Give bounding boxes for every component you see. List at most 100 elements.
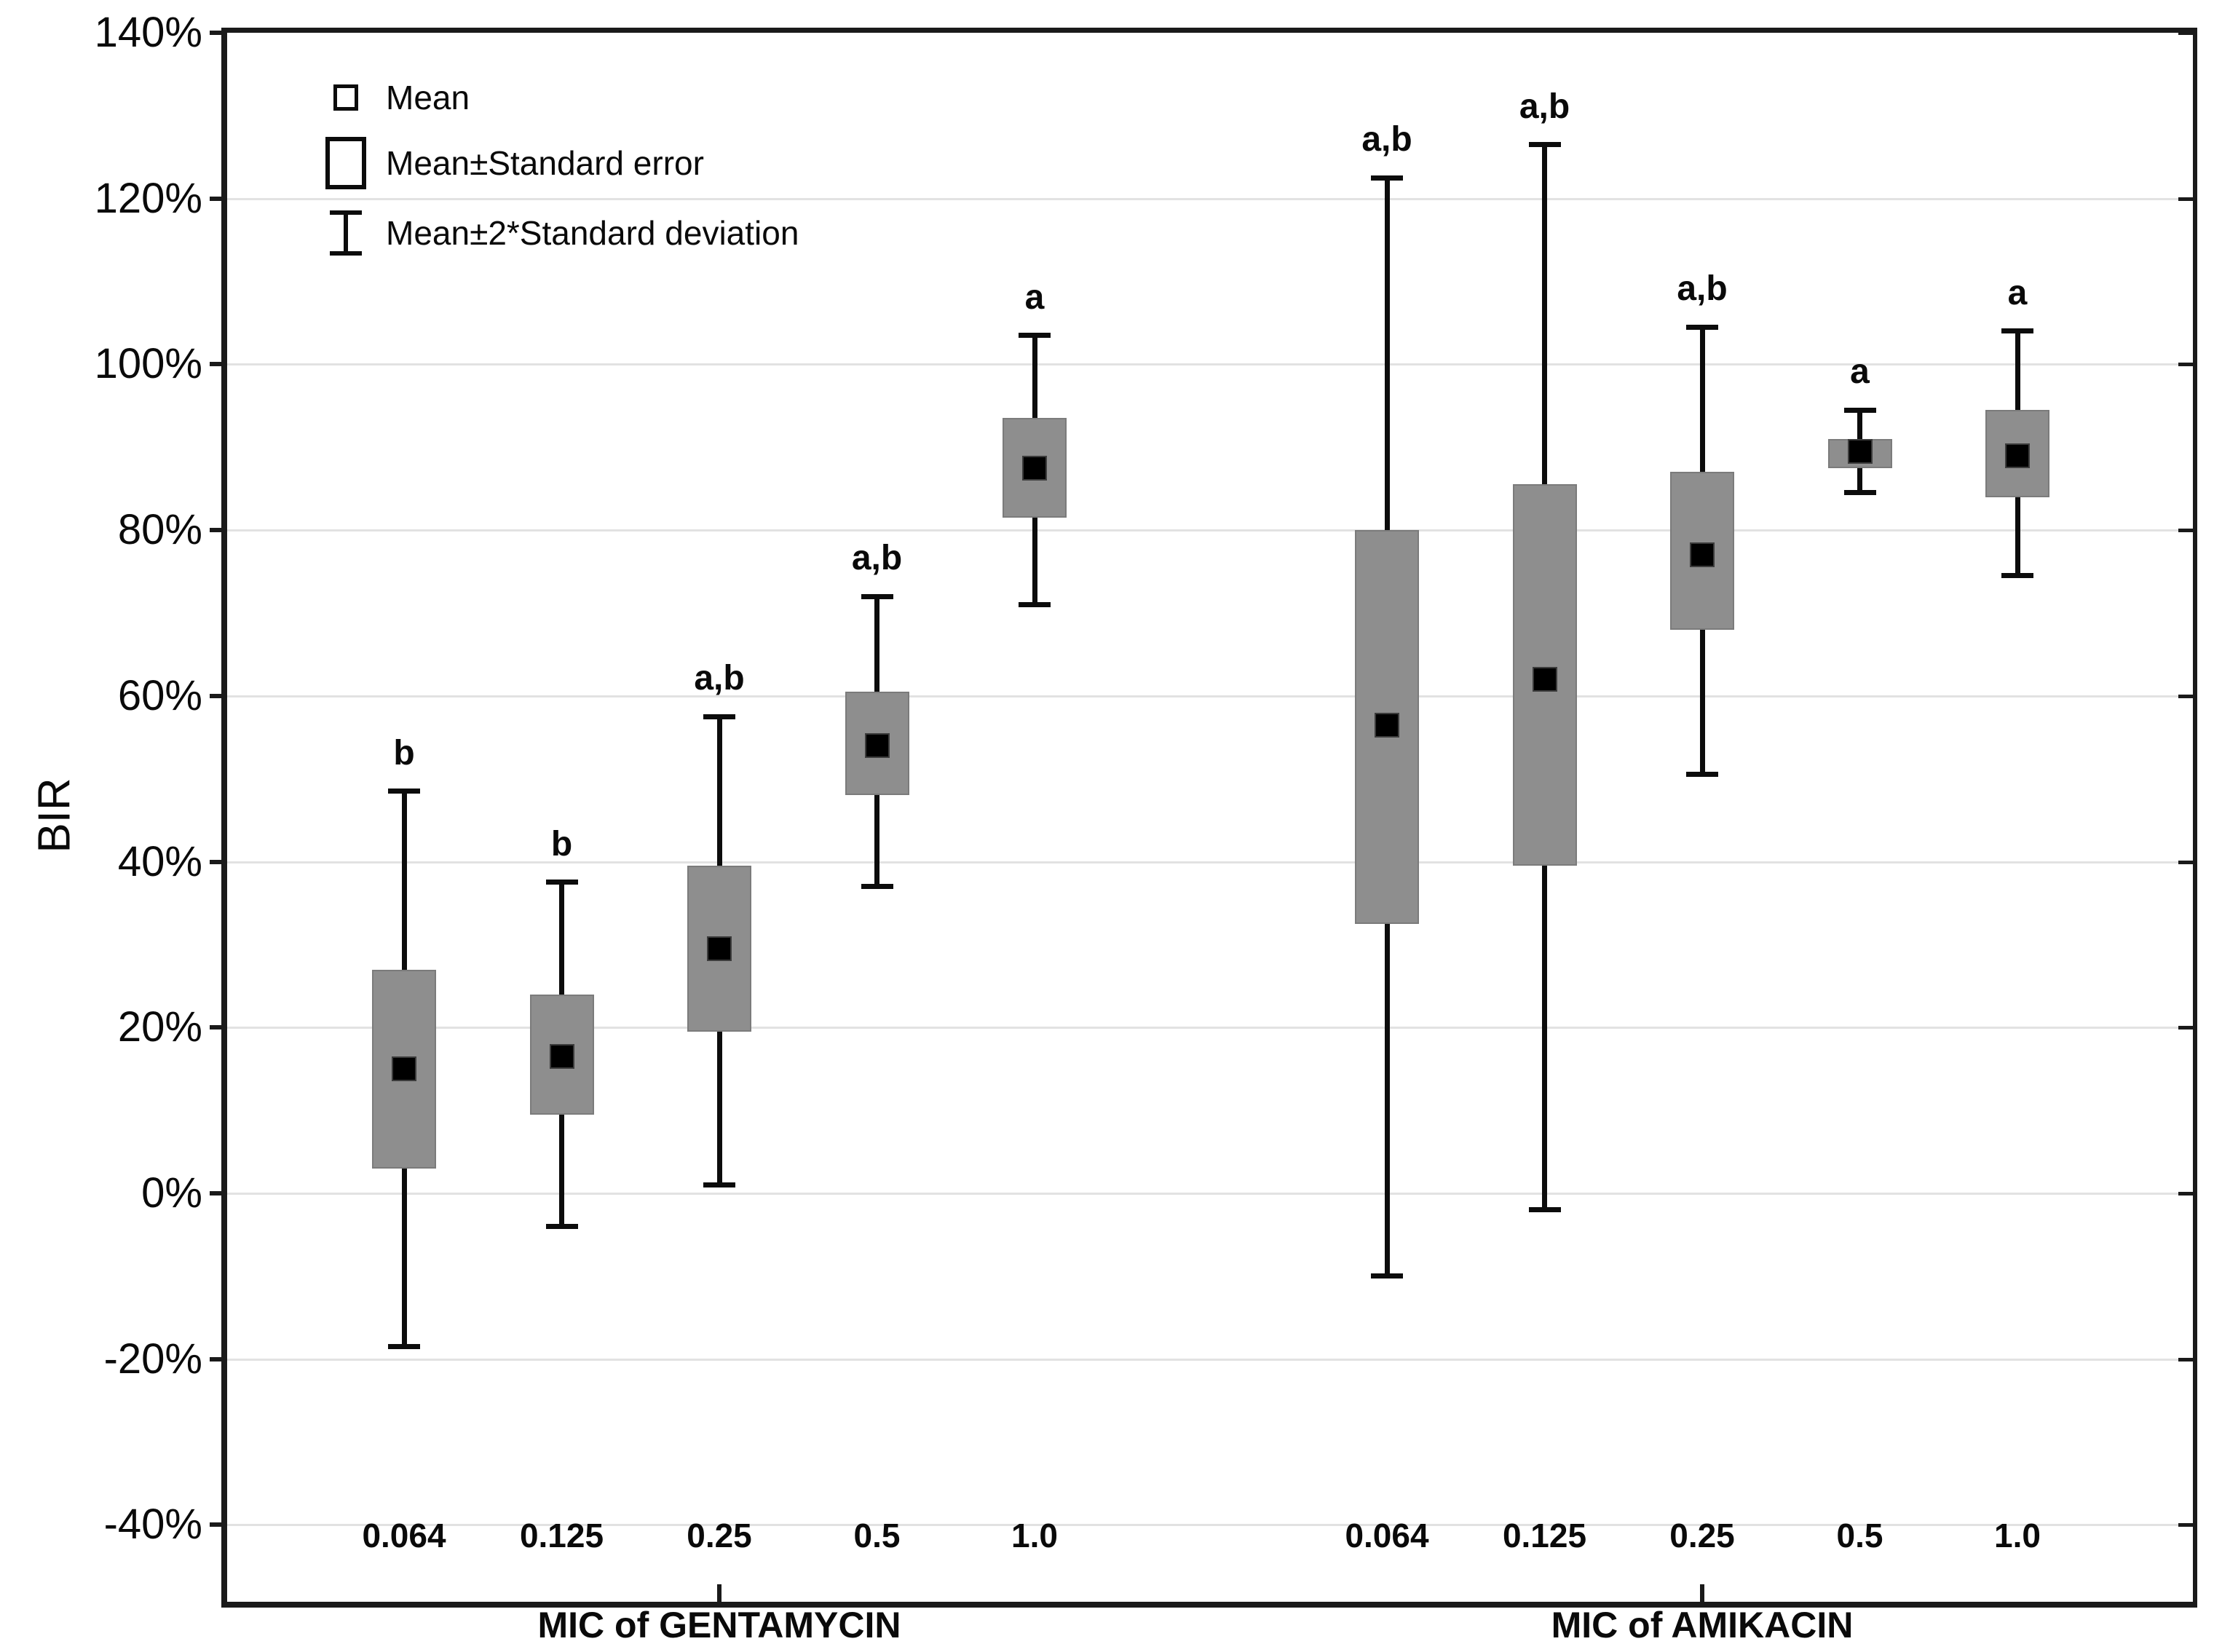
y-axis-tick-right bbox=[2178, 363, 2193, 367]
whisker-cap-top bbox=[1019, 333, 1051, 339]
y-axis-tick bbox=[210, 1190, 227, 1195]
se-box-icon bbox=[306, 137, 386, 189]
y-tick-label: 120% bbox=[94, 174, 202, 222]
y-axis-tick bbox=[210, 31, 227, 35]
y-tick-label: 100% bbox=[94, 340, 202, 388]
whisker-cap-bottom bbox=[2001, 573, 2033, 579]
mean-marker bbox=[707, 936, 732, 962]
mean-marker bbox=[549, 1044, 574, 1070]
y-tick-label: 40% bbox=[117, 837, 202, 885]
x-axis-group-tick bbox=[717, 1584, 721, 1602]
plot-border-right bbox=[2193, 28, 2197, 1608]
x-tick-label: 0.25 bbox=[1669, 1517, 1735, 1554]
mean-marker bbox=[392, 1056, 416, 1082]
mean-marker bbox=[2005, 443, 2030, 468]
y-gridline bbox=[227, 529, 2193, 532]
whisker-cap-bottom bbox=[1528, 1207, 1561, 1213]
legend-label: Mean bbox=[386, 79, 470, 116]
significance-label: a bbox=[1850, 352, 1870, 392]
significance-label: a,b bbox=[1361, 120, 1412, 159]
whisker-cap-top bbox=[1371, 175, 1403, 181]
y-axis-tick bbox=[210, 1356, 227, 1361]
significance-label: b bbox=[550, 824, 573, 863]
y-axis-tick-right bbox=[2178, 1523, 2193, 1527]
y-gridline bbox=[227, 197, 2193, 200]
x-tick-label: 1.0 bbox=[1994, 1517, 2041, 1554]
whisker-cap-bottom bbox=[1371, 1273, 1403, 1279]
y-axis-tick bbox=[210, 1522, 227, 1527]
mean-marker bbox=[1847, 438, 1873, 464]
y-axis-tick-right bbox=[2178, 31, 2193, 35]
x-tick-label: 0.125 bbox=[1502, 1517, 1587, 1554]
whisker-cap-top bbox=[545, 880, 578, 885]
sd-whisker-icon bbox=[306, 210, 386, 256]
whisker-cap-top bbox=[388, 789, 420, 794]
x-axis-title-gentamycin: MIC of GENTAMYCIN bbox=[537, 1605, 901, 1645]
y-axis-tick bbox=[210, 693, 227, 698]
plot-border-top bbox=[221, 28, 2197, 33]
mean-marker bbox=[864, 733, 890, 759]
y-gridline bbox=[227, 363, 2193, 366]
whisker-cap-bottom bbox=[861, 884, 893, 890]
y-axis-tick-right bbox=[2178, 1026, 2193, 1030]
whisker-cap-bottom bbox=[1843, 490, 1876, 496]
x-tick-label: 0.064 bbox=[1345, 1517, 1429, 1554]
y-gridline bbox=[227, 1192, 2193, 1195]
legend-item-standard-error: Mean±Standard error bbox=[306, 128, 799, 198]
y-gridline bbox=[227, 861, 2193, 863]
whisker-cap-bottom bbox=[388, 1344, 420, 1350]
whisker-cap-top bbox=[703, 714, 735, 719]
whisker-cap-top bbox=[2001, 328, 2033, 334]
y-gridline bbox=[227, 1358, 2193, 1361]
plot-border-bottom bbox=[221, 1602, 2197, 1608]
y-tick-label: 140% bbox=[94, 9, 202, 56]
x-axis-group-tick bbox=[1700, 1584, 1704, 1602]
significance-label: a,b bbox=[694, 659, 745, 698]
significance-label: a,b bbox=[1519, 87, 1570, 126]
y-gridline bbox=[227, 695, 2193, 697]
y-axis-tick-right bbox=[2178, 197, 2193, 201]
significance-label: a,b bbox=[851, 539, 903, 578]
x-tick-label: 1.0 bbox=[1011, 1517, 1058, 1554]
y-tick-label: 20% bbox=[117, 1003, 202, 1051]
whisker-cap-bottom bbox=[545, 1223, 578, 1229]
y-axis-title: BIR bbox=[29, 778, 80, 853]
y-axis-tick-right bbox=[2178, 1357, 2193, 1361]
whisker-cap-bottom bbox=[1686, 772, 1718, 778]
y-gridline bbox=[227, 1027, 2193, 1029]
y-tick-label: 60% bbox=[117, 671, 202, 719]
whisker-cap-top bbox=[1686, 324, 1718, 330]
x-tick-label: 0.064 bbox=[362, 1517, 446, 1554]
mean-marker bbox=[1375, 712, 1399, 738]
mean-marker bbox=[1532, 667, 1557, 692]
x-tick-label: 0.25 bbox=[687, 1517, 752, 1554]
x-axis-title-amikacin: MIC of AMIKACIN bbox=[1551, 1605, 1854, 1645]
significance-label: a,b bbox=[1677, 269, 1728, 309]
x-tick-label: 0.5 bbox=[853, 1517, 901, 1554]
x-tick-label: 0.125 bbox=[519, 1517, 604, 1554]
y-gridline bbox=[227, 1524, 2193, 1527]
legend-label: Mean±Standard error bbox=[386, 144, 704, 182]
y-tick-label: -40% bbox=[103, 1501, 202, 1549]
y-axis-tick-right bbox=[2178, 694, 2193, 698]
significance-label: a bbox=[2007, 273, 2028, 312]
y-axis-tick-right bbox=[2178, 529, 2193, 533]
plot-border-left bbox=[221, 28, 227, 1608]
y-tick-label: 80% bbox=[117, 506, 202, 554]
mean-marker bbox=[1022, 455, 1047, 481]
significance-label: b bbox=[393, 733, 415, 772]
legend-item-mean: Mean bbox=[306, 67, 799, 128]
y-axis-tick bbox=[210, 1025, 227, 1030]
whisker-cap-bottom bbox=[1019, 602, 1051, 608]
whisker-cap-top bbox=[861, 593, 893, 599]
legend-label: Mean±2*Standard deviation bbox=[386, 214, 799, 252]
y-tick-label: -20% bbox=[103, 1335, 202, 1383]
mean-marker bbox=[1690, 542, 1715, 568]
y-tick-label: 0% bbox=[141, 1169, 202, 1217]
y-axis-tick-right bbox=[2178, 860, 2193, 864]
y-axis-tick bbox=[210, 362, 227, 367]
whisker-cap-top bbox=[1528, 142, 1561, 148]
y-axis-tick-right bbox=[2178, 1191, 2193, 1195]
y-axis-tick bbox=[210, 528, 227, 533]
